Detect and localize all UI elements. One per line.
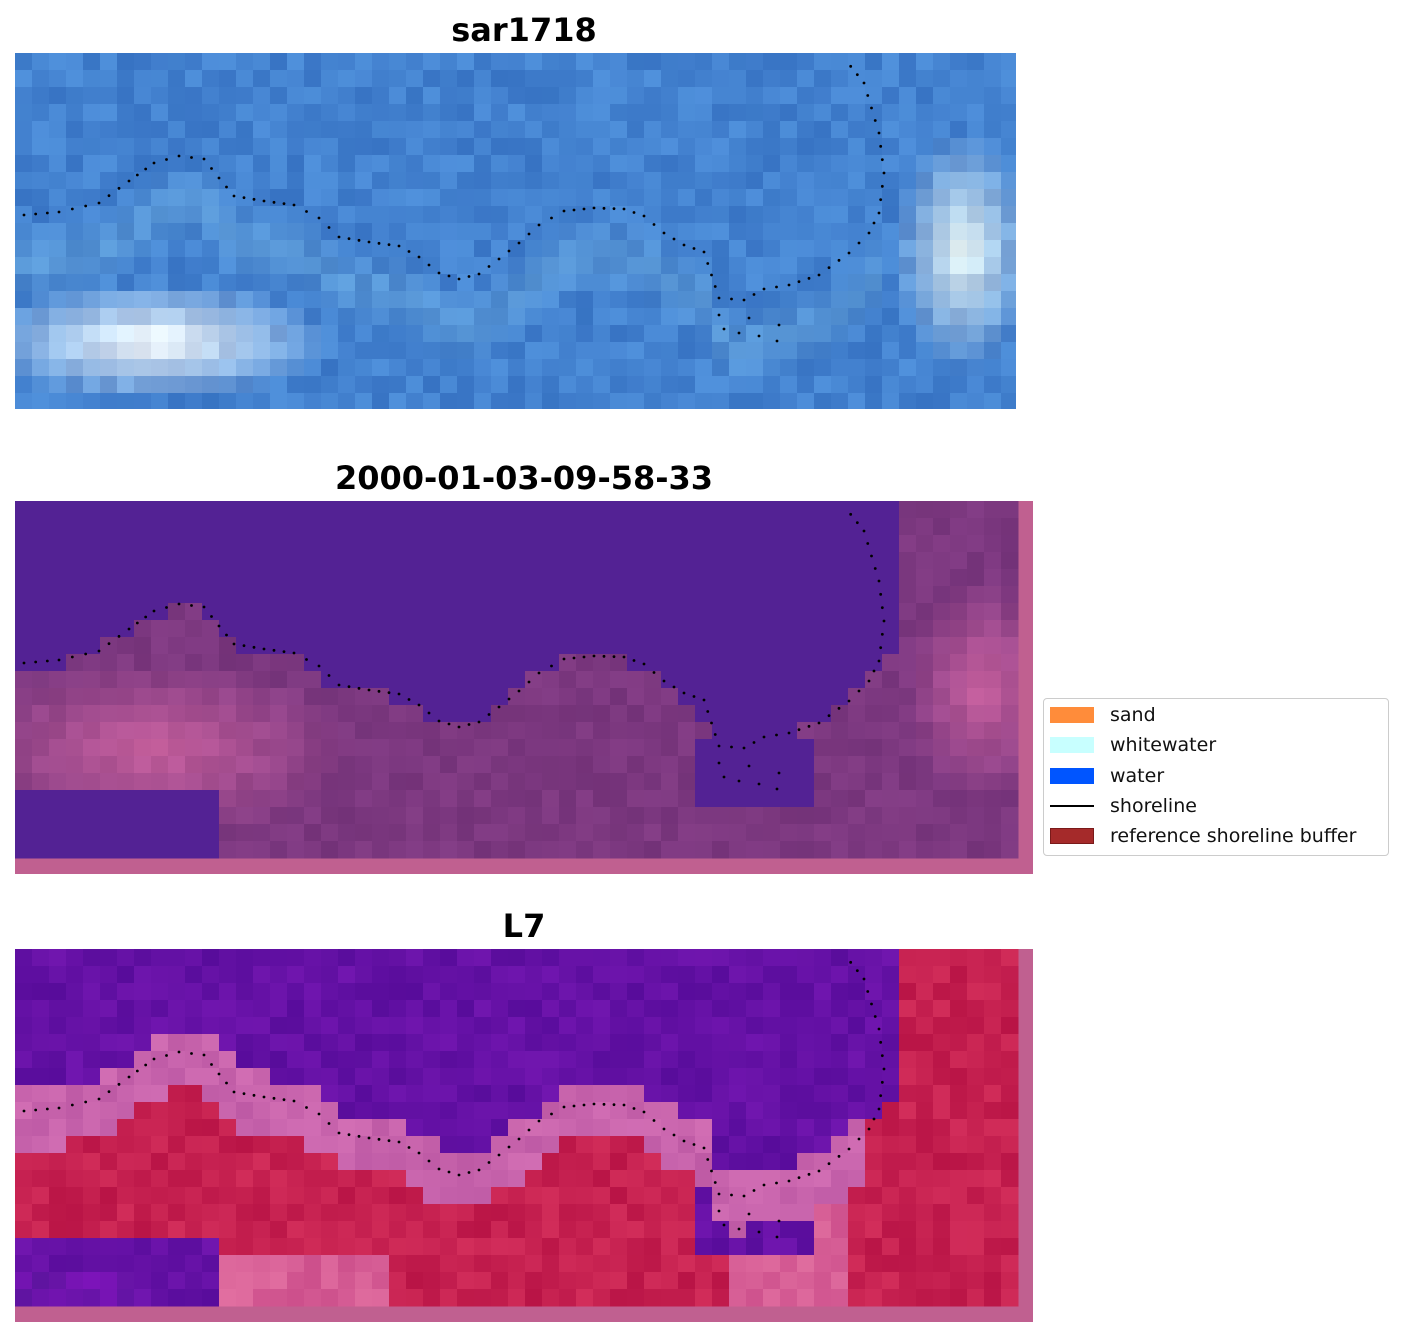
water-swatch bbox=[1050, 768, 1094, 784]
rgb-satellite-image bbox=[15, 53, 1016, 409]
shoreline-dots bbox=[22, 960, 886, 1239]
rgb-pixels bbox=[15, 53, 1016, 409]
shoreline-swatch bbox=[1050, 805, 1094, 807]
index-image-panel bbox=[15, 949, 1033, 1322]
legend-item-shoreline: shoreline bbox=[1050, 795, 1197, 817]
index-pixels bbox=[15, 949, 1019, 1307]
panel-title-rgb: sar1718 bbox=[451, 11, 597, 49]
classified-image-panel bbox=[15, 501, 1033, 874]
panel-title-index: L7 bbox=[502, 907, 546, 945]
legend-item-sand: sand bbox=[1050, 704, 1156, 726]
classified-pixels bbox=[15, 501, 1019, 859]
whitewater-swatch bbox=[1050, 737, 1094, 753]
shoreline-dots bbox=[22, 512, 886, 791]
shoreline-dots bbox=[22, 64, 886, 343]
legend-item-water: water bbox=[1050, 765, 1164, 787]
water-index-image bbox=[15, 949, 1033, 1322]
legend-item-whitewater: whitewater bbox=[1050, 734, 1216, 756]
reference-buffer-swatch bbox=[1050, 828, 1094, 844]
rgb-image-panel bbox=[15, 53, 1016, 409]
classified-image bbox=[15, 501, 1033, 874]
sand-swatch bbox=[1050, 707, 1094, 723]
legend: sand whitewater water shoreline referenc… bbox=[1043, 698, 1389, 856]
legend-item-reference-buffer: reference shoreline buffer bbox=[1050, 825, 1356, 847]
panel-title-classified: 2000-01-03-09-58-33 bbox=[334, 459, 714, 497]
